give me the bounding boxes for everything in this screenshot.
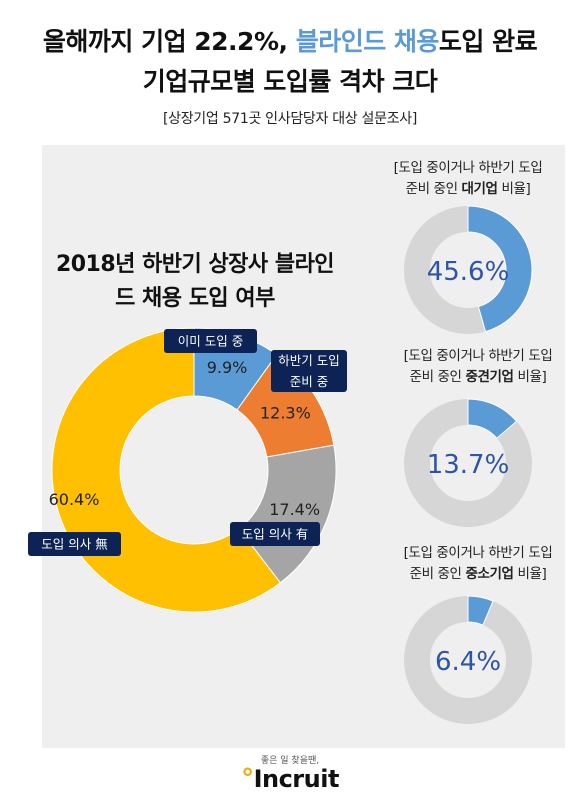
logo-dot-icon: °: [241, 764, 254, 794]
caption-line-2: 준비 중인 중소기업 비율]: [388, 564, 568, 585]
callout-preparing-text: 준비 중: [290, 374, 328, 389]
small-chart-caption-mid-companies: [도입 중이거나 하반기 도입 준비 중인 중견기업 비율]: [388, 346, 568, 388]
caption-bold: 중소기업: [465, 566, 514, 582]
caption-suffix: 비율]: [513, 566, 547, 582]
callout-already-introduced-text: 이미 도입 중: [178, 334, 243, 349]
caption-bold: 중견기업: [465, 369, 514, 385]
headline-part-1: 올해까지 기업 22.2%,: [42, 27, 296, 56]
headline-part-2: 도입 완료: [438, 27, 538, 56]
ring-value-label-large: 45.6%: [427, 257, 510, 287]
caption-suffix: 비율]: [513, 369, 547, 385]
small-chart-caption-large-companies: [도입 중이거나 하반기 도입 준비 중인 대기업 비율]: [378, 158, 558, 200]
caption-suffix: 비율]: [497, 181, 531, 197]
callout-intend-box: [230, 522, 320, 546]
caption-line-1: [도입 중이거나 하반기 도입: [403, 348, 553, 364]
headline-line-1: 올해까지 기업 22.2%, 블라인드 채용도입 완료: [0, 22, 580, 58]
ring-value-label-mid: 13.7%: [427, 450, 510, 480]
caption-bold: 대기업: [461, 181, 498, 197]
caption-line-2: 준비 중인 중견기업 비율]: [388, 367, 568, 388]
caption-line-2: 준비 중인 대기업 비율]: [378, 179, 558, 200]
footer-tagline: 좋은 일 찾을땐,: [260, 756, 320, 766]
callout-already-introduced-box: [164, 329, 257, 353]
ring-value-large: [467, 205, 533, 333]
donut-value-label: 60.4%: [49, 490, 100, 509]
caption-mid: 준비 중인: [409, 566, 466, 582]
small-chart-caption-small-companies: [도입 중이거나 하반기 도입 준비 중인 중소기업 비율]: [388, 543, 568, 585]
caption-mid: 준비 중인: [409, 369, 466, 385]
main-chart-title: 2018년 하반기 상장사 블라인드 채용 도입 여부: [55, 252, 335, 311]
donut-value-label: 12.3%: [260, 403, 311, 422]
caption-mid: 준비 중인: [405, 181, 462, 197]
ring-value-small: [467, 595, 494, 626]
callout-preparing-text: 하반기 도입: [278, 353, 339, 368]
callout-no-intent-text: 도입 의사 無: [41, 537, 107, 552]
donut-value-label: 17.4%: [269, 500, 320, 519]
caption-line-1: [도입 중이거나 하반기 도입: [393, 160, 543, 176]
callout-preparing-box: [271, 350, 347, 392]
ring-value-mid: [467, 398, 518, 439]
ring-value-label-small: 6.4%: [435, 647, 501, 677]
callout-intend-text: 도입 의사 有: [242, 527, 308, 542]
survey-subtitle: [상장기업 571곳 인사담당자 대상 설문조사]: [162, 111, 418, 127]
donut-value-label: 9.9%: [207, 358, 248, 377]
logo-text: Incruit: [253, 765, 340, 793]
headline-accent: 블라인드 채용: [295, 27, 440, 56]
callout-no-intent-box: [28, 532, 121, 556]
incruit-logo: °Incruit: [0, 764, 580, 794]
headline-line-2: 기업규모별 도입률 격차 크다: [142, 67, 438, 96]
caption-line-1: [도입 중이거나 하반기 도입: [403, 545, 553, 561]
